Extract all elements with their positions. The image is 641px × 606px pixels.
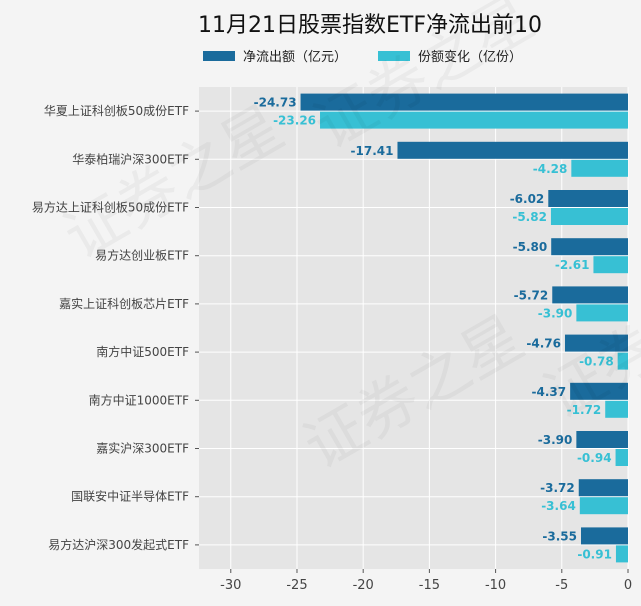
data-label: -17.41 xyxy=(351,144,394,158)
data-label: -5.80 xyxy=(513,240,548,254)
category-label: 嘉实沪深300ETF xyxy=(96,441,189,456)
bar-share-change xyxy=(617,352,628,370)
x-tick-label: -30 xyxy=(220,578,241,593)
x-tick-label: -15 xyxy=(419,578,440,593)
data-label: -5.72 xyxy=(514,288,549,302)
bar-share-change xyxy=(571,159,628,177)
bar-net-outflow xyxy=(580,527,628,545)
x-tick-label: -20 xyxy=(353,578,374,593)
category-label: 国联安中证半导体ETF xyxy=(71,489,189,504)
data-label: -23.26 xyxy=(273,114,316,128)
data-label: -3.72 xyxy=(540,481,575,495)
plot-area xyxy=(199,87,628,569)
bar-net-outflow xyxy=(564,334,628,352)
data-label: -4.76 xyxy=(526,337,561,351)
data-label: -3.55 xyxy=(542,529,577,543)
data-label: -0.78 xyxy=(579,355,614,369)
bar-net-outflow xyxy=(300,93,628,111)
bar-net-outflow xyxy=(548,190,628,207)
category-label: 易方达沪深300发起式ETF xyxy=(48,537,189,552)
bar-share-change xyxy=(605,400,628,418)
chart-title: 11月21日股票指数ETF净流出前10 xyxy=(198,13,542,38)
category-label: 嘉实上证科创板芯片ETF xyxy=(59,296,189,311)
bar-share-change xyxy=(593,256,628,274)
data-label: -5.82 xyxy=(512,210,547,224)
bar-net-outflow xyxy=(551,238,628,256)
category-label: 华泰柏瑞沪深300ETF xyxy=(72,151,189,166)
x-tick-label: -5 xyxy=(555,578,568,593)
x-tick-label: -10 xyxy=(485,578,506,593)
data-label: -2.61 xyxy=(555,258,590,272)
bar-share-change xyxy=(615,545,628,563)
bar-share-change xyxy=(579,497,628,515)
data-label: -3.90 xyxy=(538,306,573,320)
bar-share-change xyxy=(615,449,628,466)
bar-net-outflow xyxy=(552,286,628,304)
data-label: -0.94 xyxy=(577,451,612,465)
legend-label: 份额变化（亿份） xyxy=(418,49,522,65)
data-label: -6.02 xyxy=(510,192,545,206)
data-label: -24.73 xyxy=(254,96,297,110)
category-label: 南方中证500ETF xyxy=(96,344,189,359)
legend-label: 净流出额（亿元） xyxy=(243,50,347,65)
category-label: 易方达上证科创板50成份ETF xyxy=(32,200,189,215)
x-tick-label: 0 xyxy=(624,578,632,593)
category-label: 易方达创业板ETF xyxy=(95,248,189,263)
data-label: -1.72 xyxy=(567,403,602,417)
data-label: -0.91 xyxy=(577,547,612,561)
x-tick-label: -25 xyxy=(286,578,307,593)
bar-share-change xyxy=(550,208,628,225)
bar-net-outflow xyxy=(397,141,628,159)
data-label: -4.37 xyxy=(532,385,567,399)
data-label: -4.28 xyxy=(533,162,568,176)
data-label: -3.64 xyxy=(541,499,576,513)
bar-share-change xyxy=(320,111,628,129)
legend-swatch xyxy=(203,51,235,61)
data-label: -3.90 xyxy=(538,433,573,447)
bar-net-outflow xyxy=(578,479,628,497)
category-label: 华夏上证科创板50成份ETF xyxy=(44,104,189,118)
bar-share-change xyxy=(576,304,628,322)
category-label: 南方中证1000ETF xyxy=(89,392,189,407)
bar-net-outflow xyxy=(570,382,628,400)
bar-net-outflow xyxy=(576,431,628,448)
legend-swatch xyxy=(378,51,410,61)
